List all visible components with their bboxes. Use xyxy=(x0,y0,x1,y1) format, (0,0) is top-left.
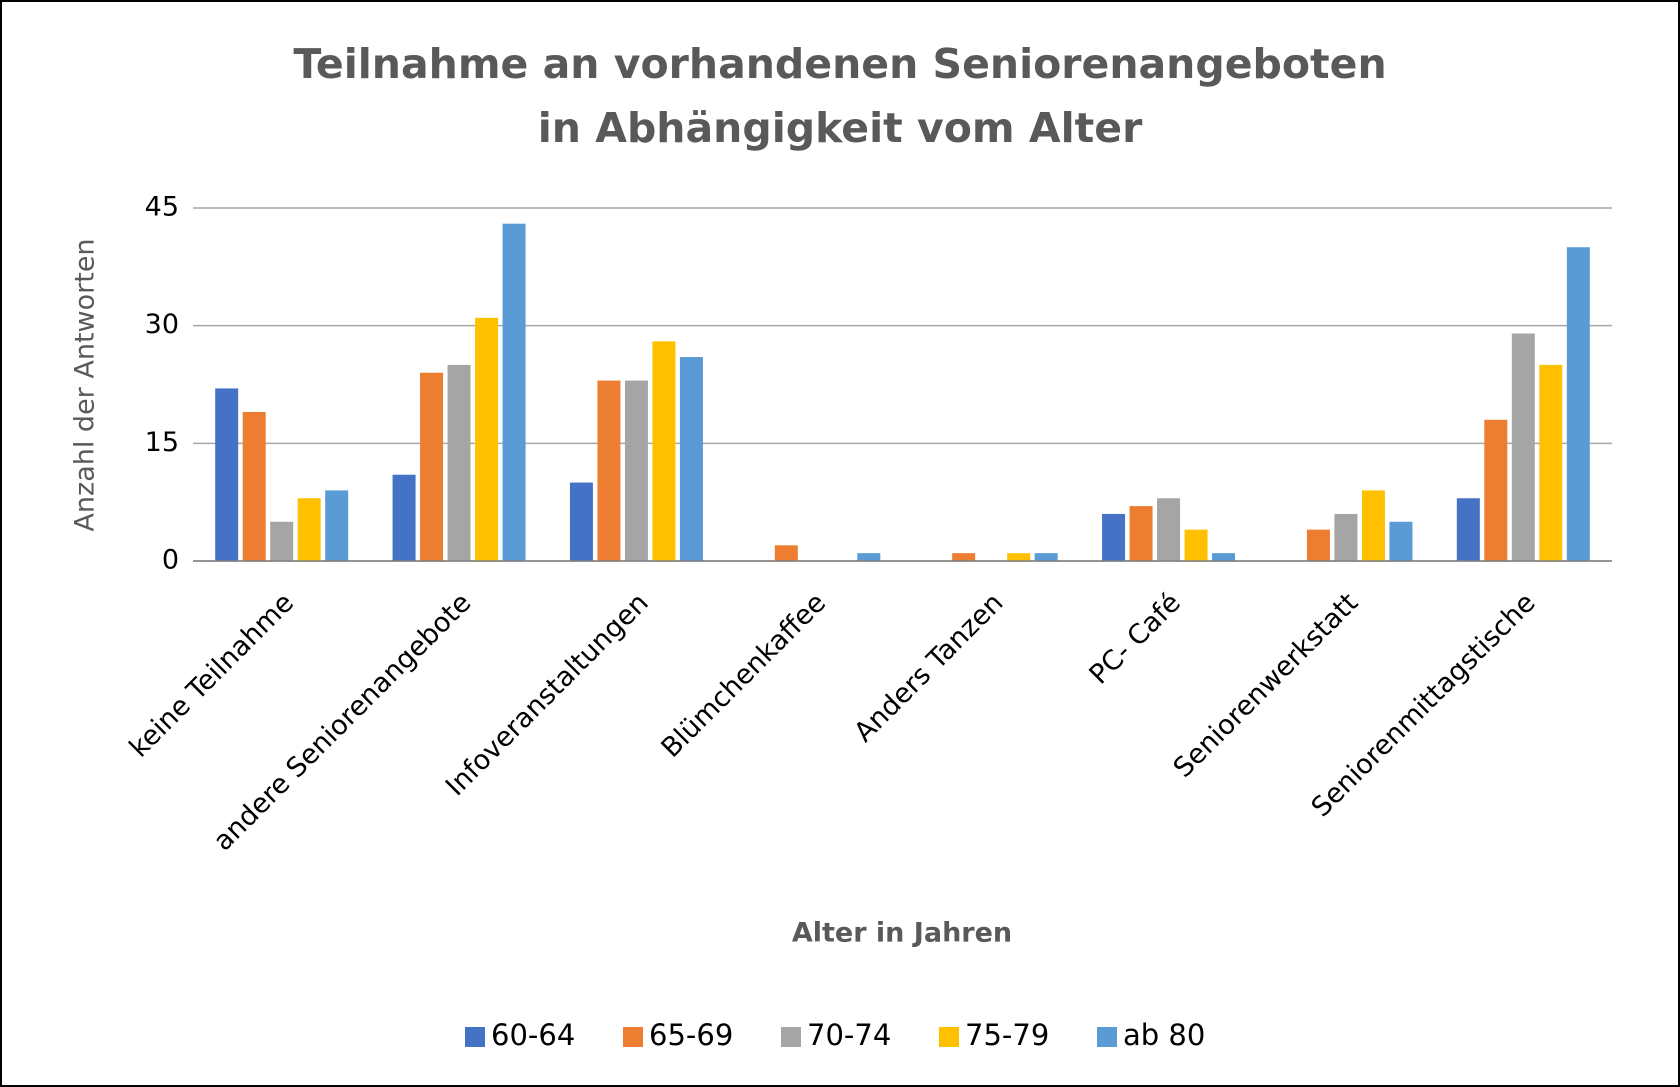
bar xyxy=(1102,513,1126,561)
bar xyxy=(597,380,621,561)
legend-swatch xyxy=(781,1027,801,1047)
legend-swatch xyxy=(623,1027,643,1047)
chart-title: in Abhängigkeit vom Alter xyxy=(538,104,1143,152)
legend-swatch xyxy=(1097,1027,1117,1047)
bar xyxy=(1212,553,1236,561)
bar xyxy=(652,341,676,561)
bar xyxy=(1484,419,1508,561)
bar xyxy=(270,521,294,561)
bar xyxy=(215,388,239,561)
bar xyxy=(447,364,471,561)
y-axis-label: Anzahl der Antworten xyxy=(70,238,101,531)
bar xyxy=(420,372,444,561)
chart-title: Teilnahme an vorhandenen Seniorenangebot… xyxy=(293,40,1386,88)
y-tick-label: 30 xyxy=(145,309,179,340)
bar xyxy=(1334,513,1358,561)
bar xyxy=(242,411,266,561)
y-tick-label: 45 xyxy=(145,192,179,223)
bar xyxy=(1157,498,1181,561)
bar xyxy=(1306,529,1330,561)
y-tick-label: 0 xyxy=(162,545,179,576)
bar xyxy=(1566,247,1590,561)
bar xyxy=(952,553,976,561)
bar xyxy=(502,223,526,561)
bar xyxy=(569,482,593,561)
legend-label: 70-74 xyxy=(807,1018,891,1052)
bar xyxy=(475,317,499,561)
bar xyxy=(1034,553,1058,561)
bar xyxy=(857,553,881,561)
bar xyxy=(392,474,416,561)
legend-label: 60-64 xyxy=(491,1018,575,1052)
bar xyxy=(1511,333,1535,561)
legend-label: 75-79 xyxy=(965,1018,1049,1052)
bar xyxy=(679,357,703,561)
bar xyxy=(1389,521,1413,561)
bar xyxy=(1361,490,1385,561)
legend-swatch xyxy=(939,1027,959,1047)
bar xyxy=(1129,506,1153,561)
bar xyxy=(1456,498,1480,561)
legend-label: ab 80 xyxy=(1123,1018,1205,1052)
bar xyxy=(325,490,349,561)
bar xyxy=(774,545,798,561)
bar xyxy=(1539,364,1563,561)
bar xyxy=(1007,553,1031,561)
legend-swatch xyxy=(465,1027,485,1047)
y-tick-label: 15 xyxy=(145,427,179,458)
x-axis-label: Alter in Jahren xyxy=(792,918,1012,949)
bar xyxy=(297,498,321,561)
bar xyxy=(624,380,648,561)
legend-label: 65-69 xyxy=(649,1018,733,1052)
bar xyxy=(1184,529,1208,561)
